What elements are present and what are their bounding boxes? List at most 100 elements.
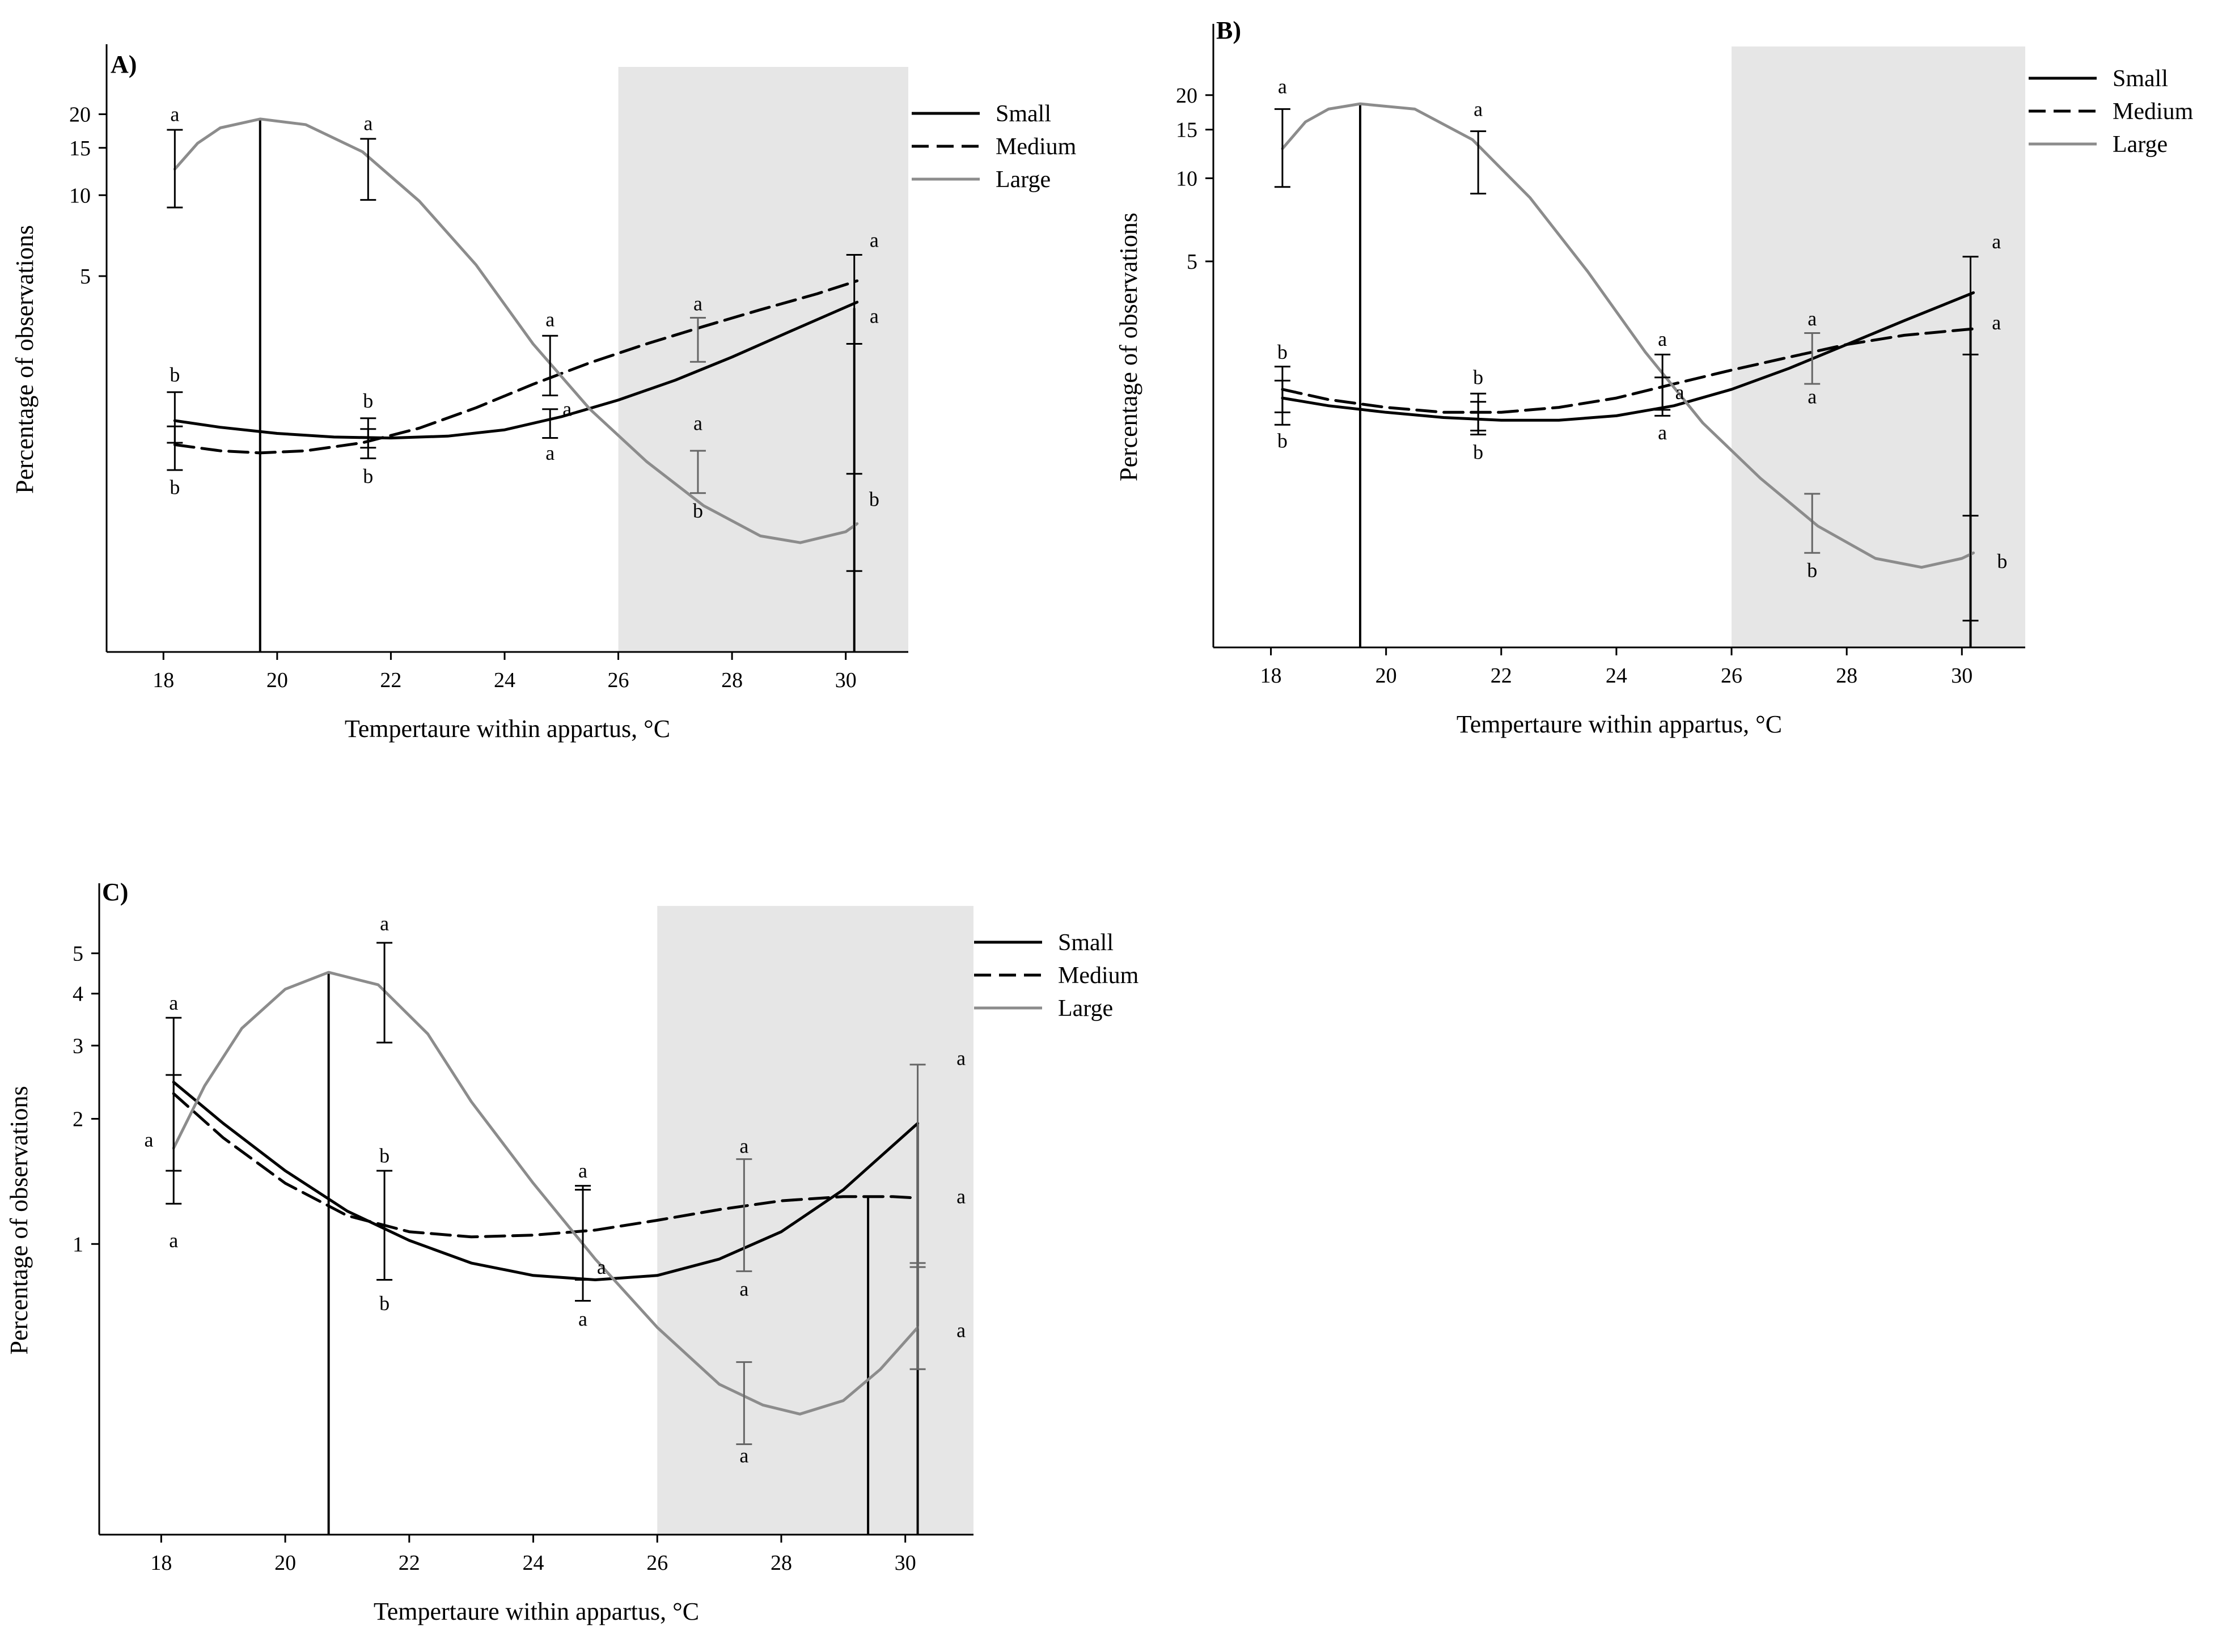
y-tick-label: 20 <box>1176 84 1197 108</box>
error-bar <box>376 1170 393 1281</box>
error-bar <box>736 1361 752 1445</box>
significance-letter: a <box>693 293 702 315</box>
significance-letter: b <box>379 1292 390 1315</box>
y-axis-title: Percentage of observations <box>1115 213 1142 481</box>
x-tick-label: 26 <box>608 668 629 692</box>
y-tick-label: 10 <box>1176 167 1197 190</box>
x-tick-label: 30 <box>895 1551 916 1575</box>
y-tick-label: 5 <box>1187 250 1197 274</box>
error-bar <box>1804 493 1821 554</box>
x-tick-label: 28 <box>771 1551 792 1575</box>
significance-letter: a <box>739 1135 748 1158</box>
significance-letter: b <box>1997 550 2007 573</box>
significance-letter: a <box>1808 307 1817 330</box>
legend-label-small: Small <box>996 101 1051 127</box>
error-bar <box>1962 515 1979 622</box>
series-line-medium <box>173 279 859 455</box>
y-tick-label: 5 <box>73 942 83 966</box>
significance-letter: b <box>363 389 373 412</box>
y-tick-label: 4 <box>73 982 83 1006</box>
x-tick-label: 18 <box>150 1551 172 1575</box>
error-bar <box>846 473 862 572</box>
significance-letter: a <box>1808 385 1817 408</box>
significance-letter: a <box>739 1277 748 1300</box>
series-line-small <box>173 300 859 440</box>
x-tick-label: 28 <box>1836 664 1857 688</box>
significance-letter: a <box>1992 311 2001 334</box>
x-axis-title: Tempertaure within appartus, °C <box>1457 710 1782 738</box>
error-bar <box>542 408 558 439</box>
significance-letter: a <box>1992 230 2001 253</box>
y-axis-title: Percentage of observations <box>5 1086 33 1354</box>
series-line-small <box>172 1081 920 1281</box>
significance-letter: b <box>170 476 180 498</box>
legend-label-medium: Medium <box>996 134 1077 160</box>
error-bar <box>1274 379 1290 426</box>
error-bar <box>376 942 393 1044</box>
significance-letter: a <box>956 1185 966 1208</box>
error-bar <box>542 334 558 396</box>
significance-letter: a <box>169 992 178 1014</box>
x-axis-title: Tempertaure within appartus, °C <box>374 1598 699 1625</box>
significance-letter: b <box>1277 430 1288 452</box>
significance-letter: a <box>562 398 572 421</box>
significance-letter: a <box>363 112 373 135</box>
significance-letter: b <box>1473 366 1483 389</box>
x-tick-label: 28 <box>721 668 743 692</box>
shaded-region <box>1732 46 2025 647</box>
significance-letter: b <box>693 499 703 522</box>
error-bar <box>1962 256 1979 355</box>
error-bar <box>360 428 376 459</box>
x-tick-label: 26 <box>1721 664 1742 688</box>
error-bar <box>736 1158 752 1272</box>
legend-label-medium: Medium <box>2113 99 2194 125</box>
y-tick-label: 10 <box>69 184 91 207</box>
shaded-region <box>618 67 908 652</box>
x-tick-label: 24 <box>1606 664 1627 688</box>
legend-label-medium: Medium <box>1058 963 1139 989</box>
y-tick-label: 5 <box>80 265 91 289</box>
series-line-large <box>172 971 920 1416</box>
error-bar <box>575 1189 591 1281</box>
x-tick-label: 18 <box>153 668 174 692</box>
x-tick-label: 20 <box>274 1551 296 1575</box>
panel-label: A) <box>111 50 137 78</box>
significance-letter: a <box>956 1047 966 1069</box>
significance-letter: a <box>170 103 179 126</box>
error-bar <box>689 316 706 363</box>
error-bar <box>167 425 183 471</box>
significance-letter: a <box>545 442 554 464</box>
panel-a: 18 20 22 24 26 28 30 5 10 15 20 Tempertaure within … <box>11 44 1077 743</box>
significance-letter: b <box>379 1145 390 1167</box>
significance-letter: a <box>144 1129 153 1151</box>
error-bar <box>909 1262 926 1370</box>
significance-letter: b <box>869 488 879 511</box>
series-line-large <box>1281 102 1975 569</box>
significance-letter: a <box>380 912 389 935</box>
significance-letter: a <box>1474 98 1483 120</box>
significance-letter: a <box>578 1308 587 1331</box>
x-tick-label: 24 <box>523 1551 544 1575</box>
y-tick-label: 20 <box>69 103 91 127</box>
significance-letter: b <box>1277 341 1288 363</box>
panel-label: B) <box>1216 16 1241 44</box>
significance-letter: b <box>363 465 373 488</box>
y-axis-title: Percentage of observations <box>11 225 39 494</box>
error-bar <box>689 450 706 494</box>
legend-label-large: Large <box>2113 132 2168 158</box>
significance-letter: a <box>693 412 702 434</box>
x-tick-label: 18 <box>1260 664 1282 688</box>
panel-b: 18 20 22 24 26 28 30 5 10 15 20 Tempertaure within … <box>1115 16 2194 738</box>
x-tick-label: 30 <box>1951 664 1973 688</box>
x-tick-label: 20 <box>266 668 288 692</box>
x-tick-label: 22 <box>399 1551 420 1575</box>
series-line-medium <box>1281 327 1975 414</box>
legend: Small Medium Large <box>974 930 1139 1022</box>
error-bar <box>360 138 376 201</box>
series-line-large <box>173 117 859 544</box>
significance-letter: a <box>597 1256 606 1278</box>
x-axis-title: Tempertaure within appartus, °C <box>345 715 670 743</box>
significance-letter: a <box>1658 421 1667 444</box>
significance-letter: a <box>1658 328 1667 350</box>
